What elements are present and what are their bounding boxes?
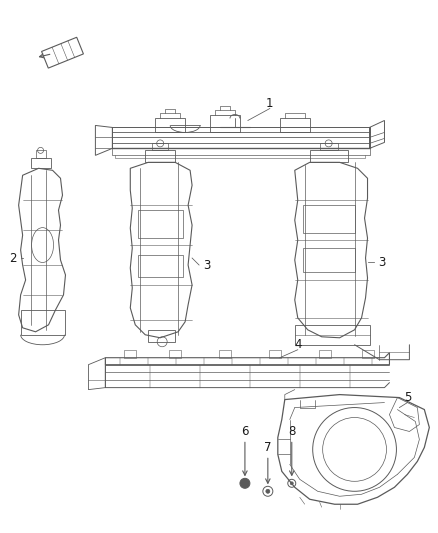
Circle shape — [240, 478, 250, 488]
Text: 3: 3 — [203, 259, 211, 271]
Bar — [303, 248, 355, 272]
Bar — [124, 350, 136, 358]
Text: 1: 1 — [266, 97, 274, 110]
Bar — [219, 350, 231, 358]
Text: 2: 2 — [9, 252, 16, 264]
Text: 7: 7 — [264, 441, 272, 454]
Bar — [169, 350, 181, 358]
Bar — [269, 350, 281, 358]
Bar — [138, 210, 183, 238]
Circle shape — [290, 482, 293, 485]
Text: 8: 8 — [288, 425, 296, 438]
Bar — [319, 350, 331, 358]
Bar — [138, 255, 183, 277]
Text: 3: 3 — [378, 255, 385, 269]
Text: 4: 4 — [294, 338, 301, 351]
Bar — [303, 205, 355, 233]
Text: 5: 5 — [404, 391, 411, 404]
Circle shape — [266, 489, 270, 493]
Bar — [361, 350, 374, 358]
Text: 6: 6 — [241, 425, 249, 438]
